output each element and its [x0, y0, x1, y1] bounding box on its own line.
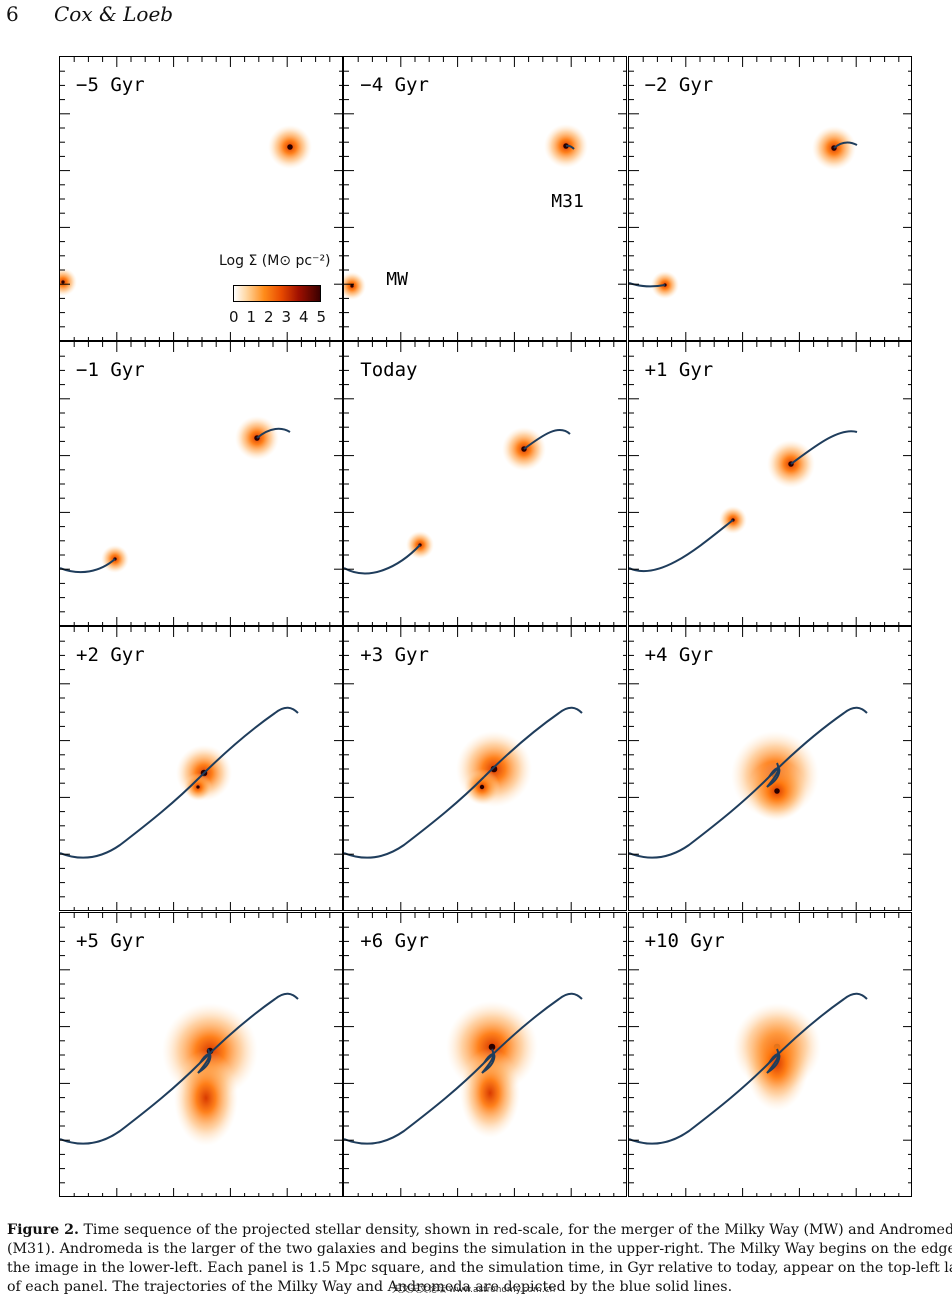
figure-panel: −2 Gyr — [627, 56, 912, 341]
panel-time-label: −1 Gyr — [76, 359, 145, 382]
galaxy-core — [773, 788, 780, 795]
m31-trajectory — [565, 144, 576, 150]
figure-panel: +1 Gyr — [627, 341, 912, 627]
panel-plot — [344, 912, 627, 1196]
galaxy-core — [350, 284, 354, 288]
m31-trajectory — [523, 429, 571, 450]
mw-label: MW — [386, 269, 408, 290]
figure-panel-grid: −5 Gyr Log Σ (M⊙ pc⁻²) 0 1 2 3 4 5 −4 Gyr M31 MW −2… — [59, 56, 912, 1197]
galaxy-density-blob — [344, 272, 367, 300]
galaxy-density-blob — [60, 268, 77, 296]
panel-time-label: −4 Gyr — [360, 74, 429, 96]
m31-trajectory — [199, 707, 299, 779]
mw-trajectory — [628, 776, 770, 859]
m31-trajectory — [483, 992, 584, 1064]
panel-time-label: −5 Gyr — [76, 74, 145, 96]
panel-time-label: +10 Gyr — [644, 929, 725, 952]
caption-line-1: Time sequence of the projected stellar d… — [83, 1222, 952, 1238]
caption-line-3: the image in the lower-left. Each panel … — [7, 1260, 952, 1276]
figure-panel: −5 Gyr Log Σ (M⊙ pc⁻²) 0 1 2 3 4 5 — [59, 56, 343, 341]
page-number: 6 — [6, 2, 19, 26]
figure-panel: +10 Gyr — [627, 911, 912, 1197]
caption-label: Figure 2. — [7, 1222, 79, 1238]
colorbar-title: Log Σ (M⊙ pc⁻²) — [219, 253, 331, 269]
panel-plot — [628, 627, 911, 911]
panel-plot — [344, 342, 627, 626]
galaxy-core — [61, 280, 65, 284]
galaxy-core — [490, 766, 498, 773]
mw-trajectory — [344, 1061, 486, 1145]
galaxy-density-blob — [174, 1049, 238, 1146]
m31-trajectory — [832, 141, 858, 149]
figure-panel: +3 Gyr — [343, 626, 628, 912]
m31-trajectory — [199, 992, 299, 1064]
m31-trajectory — [767, 707, 868, 779]
galaxy-core — [480, 785, 485, 790]
figure-caption: Figure 2. Time sequence of the projected… — [7, 1221, 952, 1297]
figure-panel: +2 Gyr — [59, 626, 343, 912]
colorbar-tick-label: 5 — [316, 308, 327, 326]
panel-plot — [344, 627, 627, 911]
panel-time-label: −2 Gyr — [644, 74, 714, 96]
panel-time-label: +2 Gyr — [76, 644, 145, 667]
galaxy-core — [196, 785, 200, 790]
colorbar-tick-label: 4 — [299, 308, 309, 326]
running-header-authors: Cox & Loeb — [54, 2, 174, 26]
panel-time-label: +1 Gyr — [644, 359, 714, 382]
mw-trajectory — [60, 1061, 201, 1145]
mw-trajectory — [344, 544, 422, 575]
panel-time-label: +5 Gyr — [76, 929, 145, 952]
figure-panel: −4 Gyr M31 MW — [343, 56, 628, 341]
panel-plot — [344, 57, 627, 340]
panel-plot — [628, 342, 911, 626]
caption-line-2: (M31). Andromeda is the larger of the tw… — [7, 1241, 952, 1257]
mw-trajectory — [344, 776, 486, 859]
figure-panel: +6 Gyr — [343, 911, 628, 1197]
mw-trajectory — [60, 776, 201, 859]
panel-plot — [60, 627, 342, 911]
caption-line-4: of each panel. The trajectories of the M… — [7, 1279, 733, 1295]
figure-panel: +4 Gyr — [627, 626, 912, 912]
watermark: 天文天文论坛 www.astronomy.com.cn — [392, 1285, 556, 1295]
panel-plot — [60, 342, 342, 626]
m31-label: M31 — [551, 191, 584, 212]
panel-plot — [60, 57, 342, 340]
panel-time-label: Today — [360, 359, 418, 382]
colorbar-tick-label: 3 — [281, 308, 292, 326]
mw-trajectory — [628, 519, 734, 573]
figure-panel: Today — [343, 341, 628, 627]
colorbar-legend: Log Σ (M⊙ pc⁻²) 0 1 2 3 4 5 — [215, 253, 342, 328]
m31-trajectory — [767, 992, 868, 1064]
figure-panel: +5 Gyr — [59, 911, 343, 1197]
panel-time-label: +4 Gyr — [644, 644, 714, 667]
m31-trajectory — [789, 430, 857, 465]
colorbar-tick-label: 1 — [246, 308, 257, 326]
colorbar-tick-label: 0 — [229, 308, 239, 326]
galaxy-core — [287, 144, 293, 150]
mw-trajectory — [628, 1061, 770, 1145]
merger-loop — [765, 1048, 780, 1074]
figure-panel: −1 Gyr — [59, 341, 343, 627]
m31-trajectory — [483, 707, 584, 779]
panel-plot — [628, 912, 911, 1196]
colorbar-tick-label: 2 — [264, 308, 274, 326]
merger-loop — [197, 1048, 212, 1074]
colorbar — [233, 285, 321, 302]
panel-time-label: +3 Gyr — [360, 644, 429, 667]
panel-plot — [60, 912, 342, 1196]
m31-trajectory — [256, 427, 291, 439]
panel-plot — [628, 57, 911, 340]
panel-time-label: +6 Gyr — [360, 929, 429, 952]
merger-loop — [481, 1048, 496, 1074]
merger-loop — [765, 762, 780, 789]
